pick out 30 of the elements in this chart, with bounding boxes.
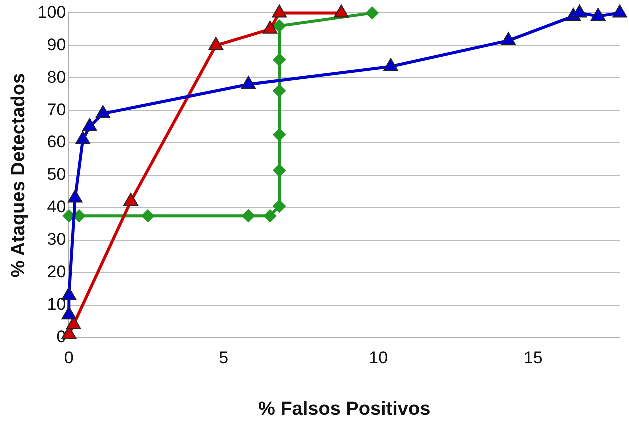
point: [334, 4, 349, 18]
y-tick-label: 40: [47, 198, 66, 217]
y-tick-label: 60: [47, 132, 66, 152]
y-tick-label: 80: [47, 68, 66, 87]
point: [262, 20, 278, 34]
y-tick-label: 30: [47, 230, 66, 250]
y-tick-label: 90: [47, 35, 66, 54]
point: [124, 192, 138, 206]
point: [82, 118, 98, 132]
y-tick-label: 100: [38, 2, 66, 22]
y-axis-title: % Ataques Detectados: [8, 73, 30, 278]
x-axis-title: % Falsos Positivos: [258, 398, 431, 420]
point: [384, 58, 398, 72]
point: [68, 190, 83, 203]
point: [96, 105, 111, 118]
point: [501, 32, 516, 46]
point: [76, 131, 91, 144]
point: [590, 8, 606, 21]
point: [272, 4, 288, 18]
x-tick-label: 10: [369, 348, 388, 368]
point: [208, 37, 224, 50]
point: [572, 4, 588, 18]
y-tick-label: 20: [47, 262, 66, 282]
point: [612, 4, 628, 18]
y-tick-label: 70: [47, 100, 66, 120]
x-tick-label: 5: [219, 348, 229, 368]
y-tick-label: 10: [47, 295, 66, 314]
x-tick-label: 15: [524, 348, 543, 368]
point: [241, 76, 256, 90]
y-tick-label: 50: [47, 165, 66, 184]
